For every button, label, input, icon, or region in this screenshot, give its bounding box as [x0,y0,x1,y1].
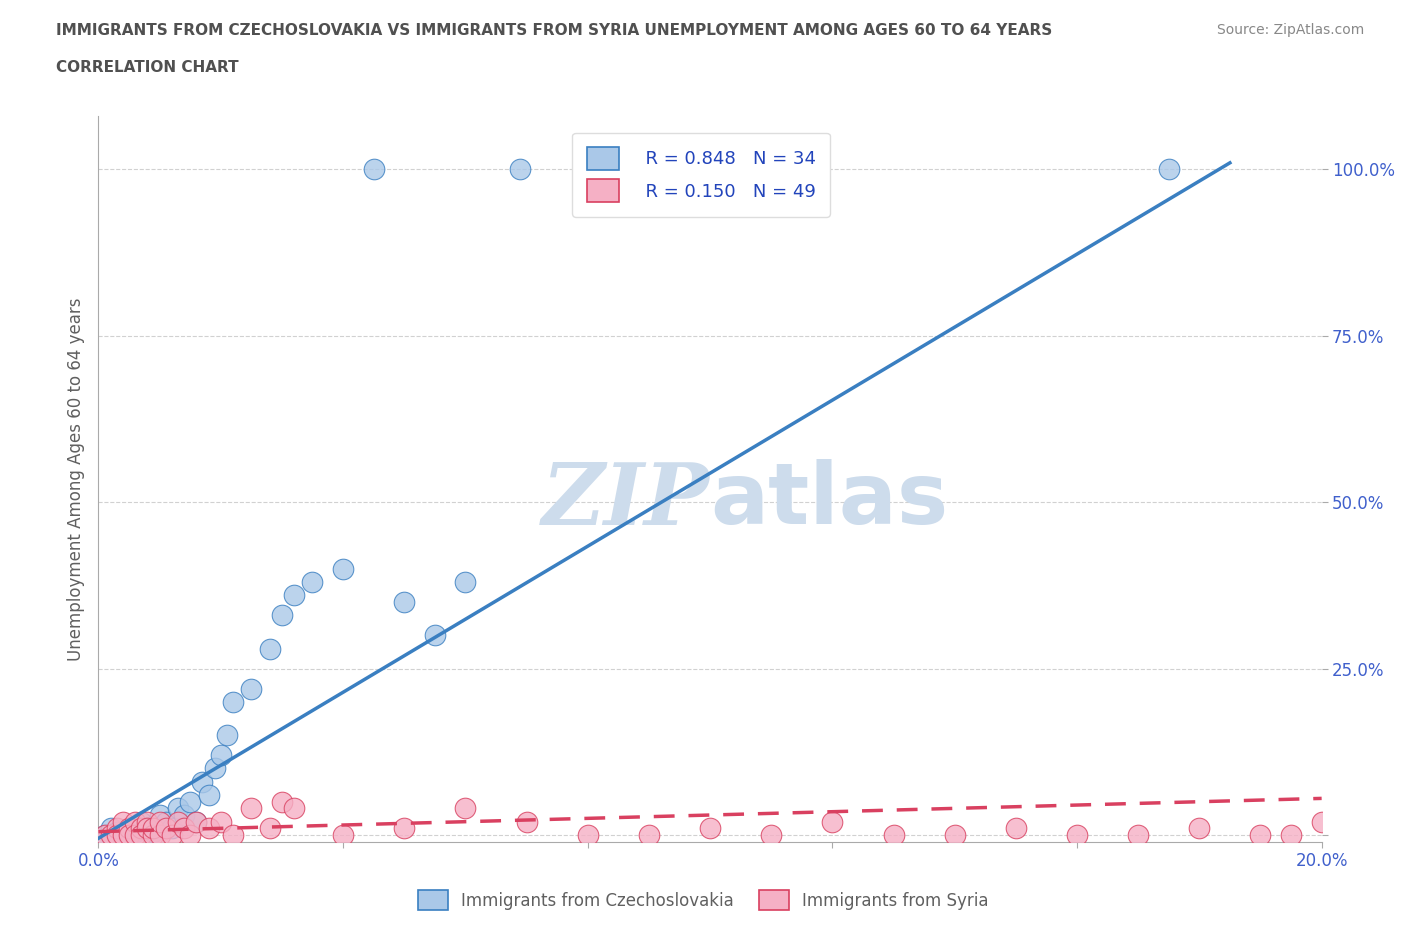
Point [105,828,128,843]
Point [699,821,721,836]
Point [173,821,195,836]
Point [1004,821,1026,836]
Point [1157,162,1180,177]
Point [124,824,146,839]
Point [209,748,232,763]
Point [186,815,208,830]
Point [155,815,177,830]
Point [1279,828,1302,843]
Point [759,828,782,843]
Point [136,821,159,836]
Point [283,588,305,603]
Point [197,788,219,803]
Point [160,821,183,836]
Point [160,828,183,843]
Legend: Immigrants from Czechoslovakia, Immigrants from Syria: Immigrants from Czechoslovakia, Immigran… [411,884,995,917]
Point [332,828,354,843]
Point [124,815,146,830]
Point [301,575,323,590]
Point [1310,815,1333,830]
Point [1188,821,1211,836]
Point [105,821,128,836]
Point [100,821,122,836]
Text: ZIP: ZIP [543,459,710,542]
Point [509,162,531,177]
Text: atlas: atlas [710,459,948,542]
Point [136,815,159,830]
Point [332,562,354,577]
Point [105,824,128,839]
Point [111,815,134,830]
Point [454,575,477,590]
Point [111,828,134,843]
Legend:   R = 0.848   N = 34,   R = 0.150   N = 49: R = 0.848 N = 34, R = 0.150 N = 49 [572,133,830,217]
Point [111,828,134,843]
Point [240,681,263,696]
Point [637,828,661,843]
Point [392,594,416,609]
Point [1066,828,1088,843]
Point [1249,828,1271,843]
Point [167,801,190,816]
Point [454,801,477,816]
Point [129,815,152,830]
Point [259,821,281,836]
Point [516,815,538,830]
Point [136,821,159,836]
Point [93,828,115,843]
Point [142,821,165,836]
Point [576,828,599,843]
Text: IMMIGRANTS FROM CZECHOSLOVAKIA VS IMMIGRANTS FROM SYRIA UNEMPLOYMENT AMONG AGES : IMMIGRANTS FROM CZECHOSLOVAKIA VS IMMIGR… [56,23,1053,38]
Point [179,794,201,809]
Point [118,821,141,836]
Point [167,815,190,830]
Text: CORRELATION CHART: CORRELATION CHART [56,60,239,75]
Point [363,162,385,177]
Point [191,775,214,790]
Point [392,821,416,836]
Point [222,828,245,843]
Point [155,821,177,836]
Point [124,828,146,843]
Point [173,807,195,822]
Point [149,828,172,843]
Point [93,828,115,843]
Point [129,821,152,836]
Point [142,828,165,843]
Text: Source: ZipAtlas.com: Source: ZipAtlas.com [1216,23,1364,37]
Point [204,761,226,776]
Point [142,824,165,839]
Point [100,828,122,843]
Point [883,828,905,843]
Point [943,828,966,843]
Point [118,828,141,843]
Point [118,821,141,836]
Point [149,815,172,830]
Point [222,695,245,710]
Y-axis label: Unemployment Among Ages 60 to 64 years: Unemployment Among Ages 60 to 64 years [66,298,84,660]
Point [215,728,238,743]
Point [423,628,446,643]
Point [197,821,219,836]
Point [179,828,201,843]
Point [283,801,305,816]
Point [129,828,152,843]
Point [259,641,281,656]
Point [821,815,844,830]
Point [270,794,292,809]
Point [209,815,232,830]
Point [240,801,263,816]
Point [1128,828,1150,843]
Point [149,807,172,822]
Point [186,815,208,830]
Point [270,608,292,623]
